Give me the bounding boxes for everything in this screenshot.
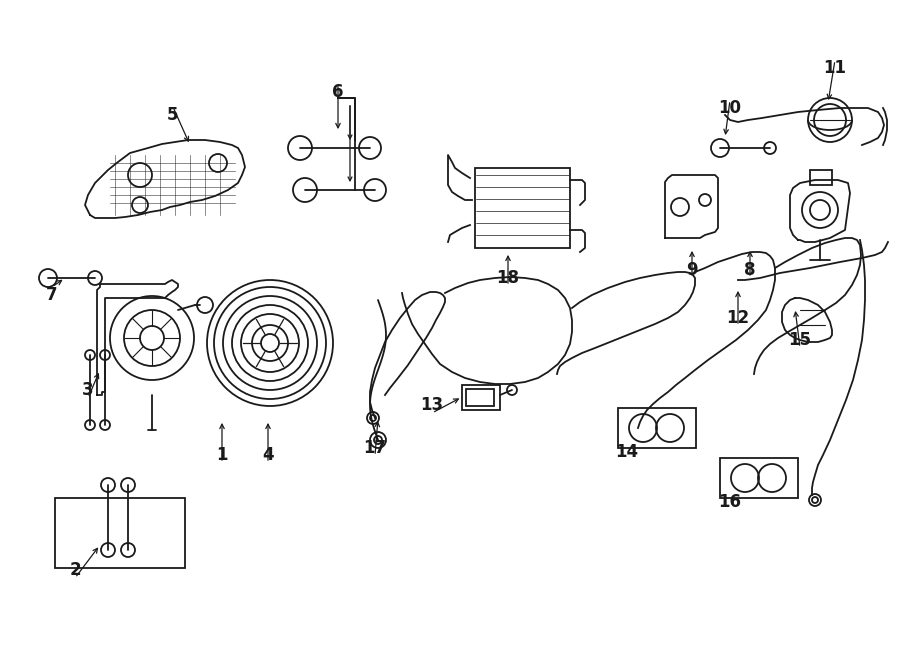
Bar xyxy=(466,389,494,406)
Text: 14: 14 xyxy=(616,443,639,461)
Text: 10: 10 xyxy=(718,99,742,117)
Text: 1: 1 xyxy=(216,446,228,464)
Text: 2: 2 xyxy=(69,561,81,579)
Text: 8: 8 xyxy=(744,261,756,279)
Text: 18: 18 xyxy=(497,269,519,287)
Bar xyxy=(475,168,570,248)
Bar xyxy=(618,408,696,448)
Text: 12: 12 xyxy=(726,309,750,327)
Text: 17: 17 xyxy=(364,439,387,457)
Text: 13: 13 xyxy=(420,396,444,414)
Text: 16: 16 xyxy=(718,493,742,511)
Text: 11: 11 xyxy=(824,59,847,77)
Text: 7: 7 xyxy=(46,286,58,304)
Bar xyxy=(55,498,185,568)
Bar xyxy=(810,170,832,185)
Text: 5: 5 xyxy=(167,106,179,124)
Text: 9: 9 xyxy=(686,261,698,279)
Text: 15: 15 xyxy=(788,331,812,349)
Bar xyxy=(720,458,798,498)
Text: 6: 6 xyxy=(332,83,344,101)
Bar xyxy=(462,385,500,410)
Text: 4: 4 xyxy=(262,446,274,464)
Text: 3: 3 xyxy=(82,381,94,399)
